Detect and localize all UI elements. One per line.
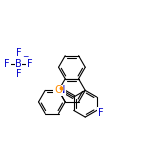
Text: F: F [16, 69, 21, 79]
Text: −: − [22, 52, 28, 62]
Text: F: F [16, 48, 21, 58]
Text: F: F [4, 59, 10, 69]
Text: F: F [27, 59, 33, 69]
Text: F: F [98, 108, 104, 118]
Text: B: B [15, 59, 22, 69]
Text: N: N [58, 85, 65, 95]
Text: O: O [54, 85, 62, 95]
